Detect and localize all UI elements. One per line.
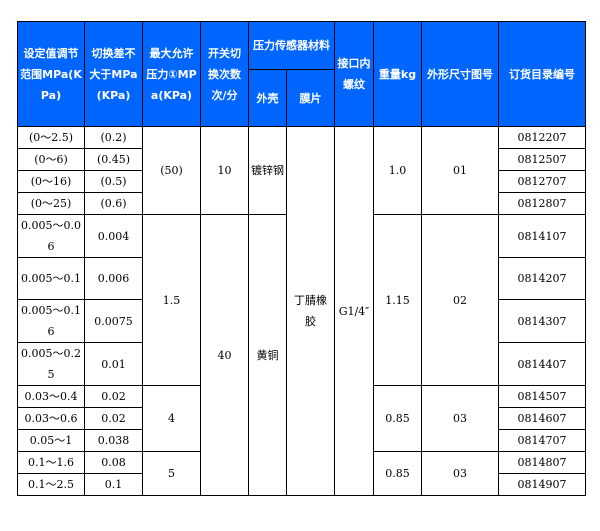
switch-diff-cell: 0.1 [84, 473, 143, 496]
switch-diff-cell: 0.01 [84, 342, 143, 386]
order-number-cell: 0814207 [498, 257, 586, 300]
dimension-drawing-cell: 02 [421, 214, 499, 386]
table-row: 0.005～0.06 0.004 1.5 40 黄铜 1.15 02 0814107 [17, 214, 586, 496]
max-pressure-cell: 5 [142, 451, 201, 496]
dimension-drawing-cell: 03 [421, 385, 499, 452]
max-pressure-cell: (50) [142, 126, 201, 215]
order-number-cell: 0814607 [498, 407, 586, 430]
header-max-pressure: 最大允许压力①MPa(KPa) [142, 21, 201, 127]
order-number-cell: 0814807 [498, 451, 586, 474]
switch-diff-cell: 0.004 [84, 214, 143, 258]
table-row: (0～2.5) (0.2) (50) 10 镀锌钢 丁腈橡胶 G1/4″ 1.0 01 08122… [17, 126, 586, 496]
header-switch-diff: 切换差不大于MPa(KPa) [84, 21, 143, 127]
header-diaphragm: 膜片 [286, 69, 335, 127]
order-number-cell: 0814407 [498, 342, 586, 386]
header-setting-range: 设定值调节范围MPa(KPa) [17, 21, 85, 127]
max-pressure-cell: 1.5 [142, 214, 201, 386]
setting-range-cell: 0.1～2.5 [17, 473, 85, 496]
switch-diff-cell: (0.5) [84, 170, 143, 193]
shell-material-cell: 镀锌钢 [248, 126, 287, 215]
order-number-cell: 0812807 [498, 192, 586, 215]
table-row: 0.1～1.6 0.08 5 0.85 03 0814807 [17, 451, 586, 496]
header-dimension-drawing: 外形尺寸图号 [421, 21, 499, 127]
table-row: 0.005～0.16 0.0075 0814307 [17, 299, 586, 343]
max-pressure-cell: 4 [142, 385, 201, 452]
weight-cell: 1.15 [373, 214, 422, 386]
switch-freq-cell: 10 [200, 126, 249, 215]
weight-cell: 0.85 [373, 385, 422, 452]
shell-material-cell: 黄铜 [248, 214, 287, 496]
order-number-cell: 0814107 [498, 214, 586, 258]
table-row: 0.1～2.5 0.1 0814907 [17, 473, 586, 496]
order-number-cell: 0812707 [498, 170, 586, 193]
order-number-cell: 0814507 [498, 385, 586, 408]
setting-range-cell: (0～2.5) [17, 126, 85, 149]
setting-range-cell: 0.03～0.4 [17, 385, 85, 408]
setting-range-cell: 0.005～0.1 [17, 257, 85, 300]
switch-diff-cell: 0.02 [84, 385, 143, 408]
switch-diff-cell: 0.006 [84, 257, 143, 300]
table-body: (0～2.5) (0.2) (50) 10 镀锌钢 丁腈橡胶 G1/4″ 1.0 01 08122… [17, 126, 586, 496]
dimension-drawing-cell: 01 [421, 126, 499, 215]
header-shell: 外壳 [248, 69, 287, 127]
setting-range-cell: 0.03～0.6 [17, 407, 85, 430]
switch-diff-cell: (0.45) [84, 148, 143, 171]
table-row: 0.005～0.25 0.01 0814407 [17, 342, 586, 386]
switch-diff-cell: (0.6) [84, 192, 143, 215]
weight-cell: 1.0 [373, 126, 422, 215]
order-number-cell: 0814707 [498, 429, 586, 452]
switch-diff-cell: 0.02 [84, 407, 143, 430]
setting-range-cell: (0～16) [17, 170, 85, 193]
setting-range-cell: 0.1～1.6 [17, 451, 85, 474]
dimension-drawing-cell: 03 [421, 451, 499, 496]
header-sensor-material: 压力传感器材料 [248, 21, 335, 70]
switch-diff-cell: 0.038 [84, 429, 143, 452]
setting-range-cell: 0.005～0.06 [17, 214, 85, 258]
switch-diff-cell: (0.2) [84, 126, 143, 149]
setting-range-cell: 0.05～1 [17, 429, 85, 452]
header-order-number: 订货目录编号 [498, 21, 586, 127]
header-thread: 接口内螺纹 [334, 21, 374, 127]
setting-range-cell: 0.005～0.25 [17, 342, 85, 386]
setting-range-cell: 0.005～0.16 [17, 299, 85, 343]
order-number-cell: 0812207 [498, 126, 586, 149]
diaphragm-material-cell: 丁腈橡胶 [286, 126, 335, 496]
table-row: 0.05～1 0.038 0814707 [17, 429, 586, 452]
order-number-cell: 0812507 [498, 148, 586, 171]
order-number-cell: 0814907 [498, 473, 586, 496]
setting-range-cell: (0～25) [17, 192, 85, 215]
table-row: 0.03～0.4 0.02 4 0.85 03 0814507 [17, 385, 586, 452]
setting-range-cell: (0～6) [17, 148, 85, 171]
table-row: (0～16) (0.5) 0812707 [17, 170, 586, 193]
weight-cell: 0.85 [373, 451, 422, 496]
thread-cell: G1/4″ [334, 126, 374, 496]
header-weight: 重量kg [373, 21, 422, 127]
switch-freq-cell: 40 [200, 214, 249, 496]
header-switch-freq: 开关切换次数次/分 [200, 21, 249, 127]
switch-diff-cell: 0.0075 [84, 299, 143, 343]
switch-diff-cell: 0.08 [84, 451, 143, 474]
order-number-cell: 0814307 [498, 299, 586, 343]
pressure-switch-spec-table: 设定值调节范围MPa(KPa) 切换差不大于MPa(KPa) 最大允许压力①MP… [17, 21, 586, 496]
